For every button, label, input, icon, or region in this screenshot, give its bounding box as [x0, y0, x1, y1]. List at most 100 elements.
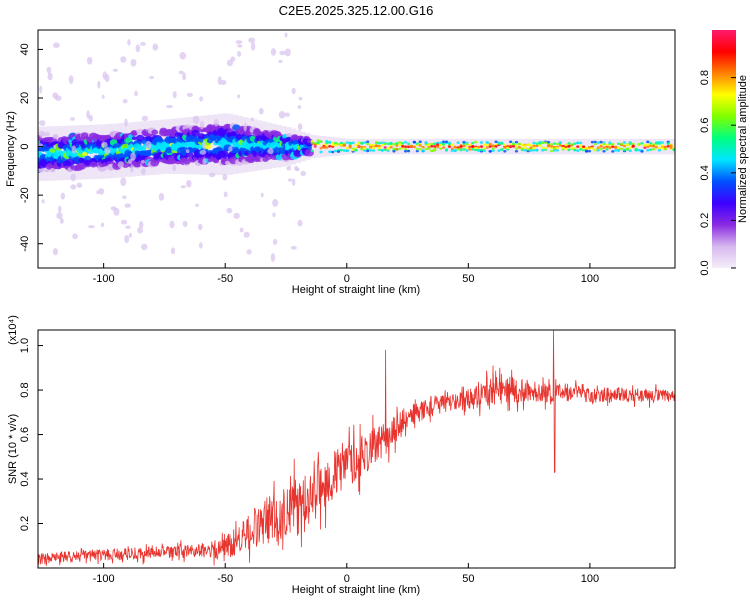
spectrogram-cell [608, 146, 612, 149]
spectrogram-outlier [149, 75, 155, 80]
spectrogram-cell [593, 142, 597, 146]
spectrogram-outlier [39, 120, 46, 126]
colorbar-gradient [712, 30, 736, 268]
spectrogram-outlier [38, 130, 45, 138]
spectrogram-cell [619, 147, 624, 151]
spectrogram-band-cell [675, 139, 680, 155]
spectrogram-cell [552, 142, 557, 145]
spectrogram-cell [654, 142, 659, 145]
spectrogram-outlier [237, 50, 242, 57]
spectrogram-cell [468, 145, 472, 148]
spectrogram-cell [552, 147, 557, 150]
spectrogram-cell [456, 147, 460, 151]
snr-frame [37, 329, 676, 569]
spectrogram-outlier [199, 120, 205, 130]
spectrogram-cell [462, 140, 466, 144]
spectrogram-cell [669, 146, 673, 149]
spectrogram-cell [465, 146, 469, 149]
spectrogram-cell [631, 145, 635, 148]
spectrogram-outlier [57, 205, 62, 213]
spectrogram-cell [509, 145, 513, 148]
spectrogram-cell [654, 145, 659, 149]
spectrogram-cell [544, 141, 548, 144]
spectrogram-cell [652, 147, 656, 151]
spectrogram-cell [412, 145, 416, 149]
spectrogram-cell [640, 141, 644, 145]
spectrogram-outlier [141, 115, 149, 122]
spectrogram-cell [366, 149, 370, 153]
spectrogram-cell [637, 143, 641, 146]
spectrogram-outlier [287, 178, 293, 182]
spectrogram-cell [576, 141, 580, 145]
spectrogram-band-cell [310, 134, 316, 159]
spectrogram-outlier [220, 79, 227, 86]
spectrogram-cell [377, 141, 381, 145]
spectrogram-cell [415, 142, 419, 145]
spectrogram-cell [476, 145, 481, 149]
spectrogram-cell [514, 147, 519, 150]
spectrogram-x-tick-label: -100 [93, 273, 115, 285]
spectrogram-outlier [86, 56, 93, 65]
spectrogram-cell [360, 142, 364, 145]
spectrogram-x-tick-label: 0 [344, 273, 350, 285]
spectrogram-cell [479, 145, 484, 148]
spectrogram-cell [535, 144, 539, 148]
spectrogram-band-cell [480, 138, 486, 155]
spectrogram-cell [215, 146, 222, 152]
spectrogram-outlier [134, 90, 138, 97]
spectrogram-cell [482, 147, 486, 150]
spectrogram-y-tick-label: 20 [19, 92, 31, 104]
spectrogram-outlier [284, 112, 290, 117]
spectrogram-band-cell [572, 138, 579, 155]
spectrogram-cell [529, 144, 533, 147]
spectrogram-cell [666, 144, 670, 148]
spectrogram-cell [561, 146, 565, 150]
spectrogram-cell [576, 145, 580, 148]
spectrogram-cell [453, 145, 457, 149]
spectrogram-outlier [272, 198, 279, 207]
spectrogram-outlier [192, 115, 200, 124]
spectrogram-outlier [235, 40, 243, 44]
spectrogram-cell [401, 145, 405, 148]
spectrogram-outlier [145, 141, 152, 149]
spectrogram-outlier [300, 170, 306, 177]
spectrogram-cell [523, 146, 527, 150]
spectrogram-outlier [101, 141, 108, 148]
snr-y-axis-label: SNR (10 * v/v) [7, 414, 19, 484]
spectrogram-outlier [278, 111, 286, 119]
spectrogram-cell [491, 144, 495, 148]
spectrogram-cell [404, 140, 408, 144]
spectrogram-band-cell [636, 138, 642, 155]
spectrogram-cell [471, 141, 475, 145]
spectrogram-cell [412, 140, 416, 144]
spectrogram-cell [354, 143, 358, 147]
spectrogram-cell [532, 146, 536, 150]
spectrogram-cell [573, 148, 577, 152]
spectrogram-x-tick-label: -50 [217, 273, 233, 285]
spectrogram-outlier [197, 223, 203, 231]
spectrogram-outlier [130, 152, 136, 161]
spectrogram-cell [345, 141, 349, 144]
spectrogram-cell [453, 149, 457, 152]
spectrogram-cell [660, 141, 664, 144]
snr-y-scale-label: (x10⁴) [7, 315, 19, 345]
spectrogram-band-cell [582, 138, 588, 155]
spectrogram-cell [345, 149, 349, 152]
spectrogram-cell [599, 140, 603, 144]
spectrogram-band-cell [397, 138, 404, 155]
snr-panel: -100 -50 0 50 100 0.2 0.4 0.6 0.8 1.0 Height of s… [7, 315, 676, 596]
spectrogram-cell [363, 141, 367, 144]
spectrogram-band-cell [592, 138, 598, 155]
spectrogram-cell [564, 143, 568, 147]
spectrogram-cell [628, 149, 632, 153]
spectrogram-cell [596, 146, 600, 149]
spectrogram-outlier [260, 192, 264, 198]
spectrogram-heatmap [38, 32, 680, 262]
spectrogram-cell [351, 148, 355, 152]
spectrogram-cell [567, 148, 571, 152]
spectrogram-cell [398, 147, 402, 151]
spectrogram-outlier [166, 104, 173, 109]
spectrogram-band-cell [315, 135, 321, 158]
spectrogram-cell [643, 146, 647, 149]
snr-y-tick-label: 0.2 [19, 516, 31, 531]
